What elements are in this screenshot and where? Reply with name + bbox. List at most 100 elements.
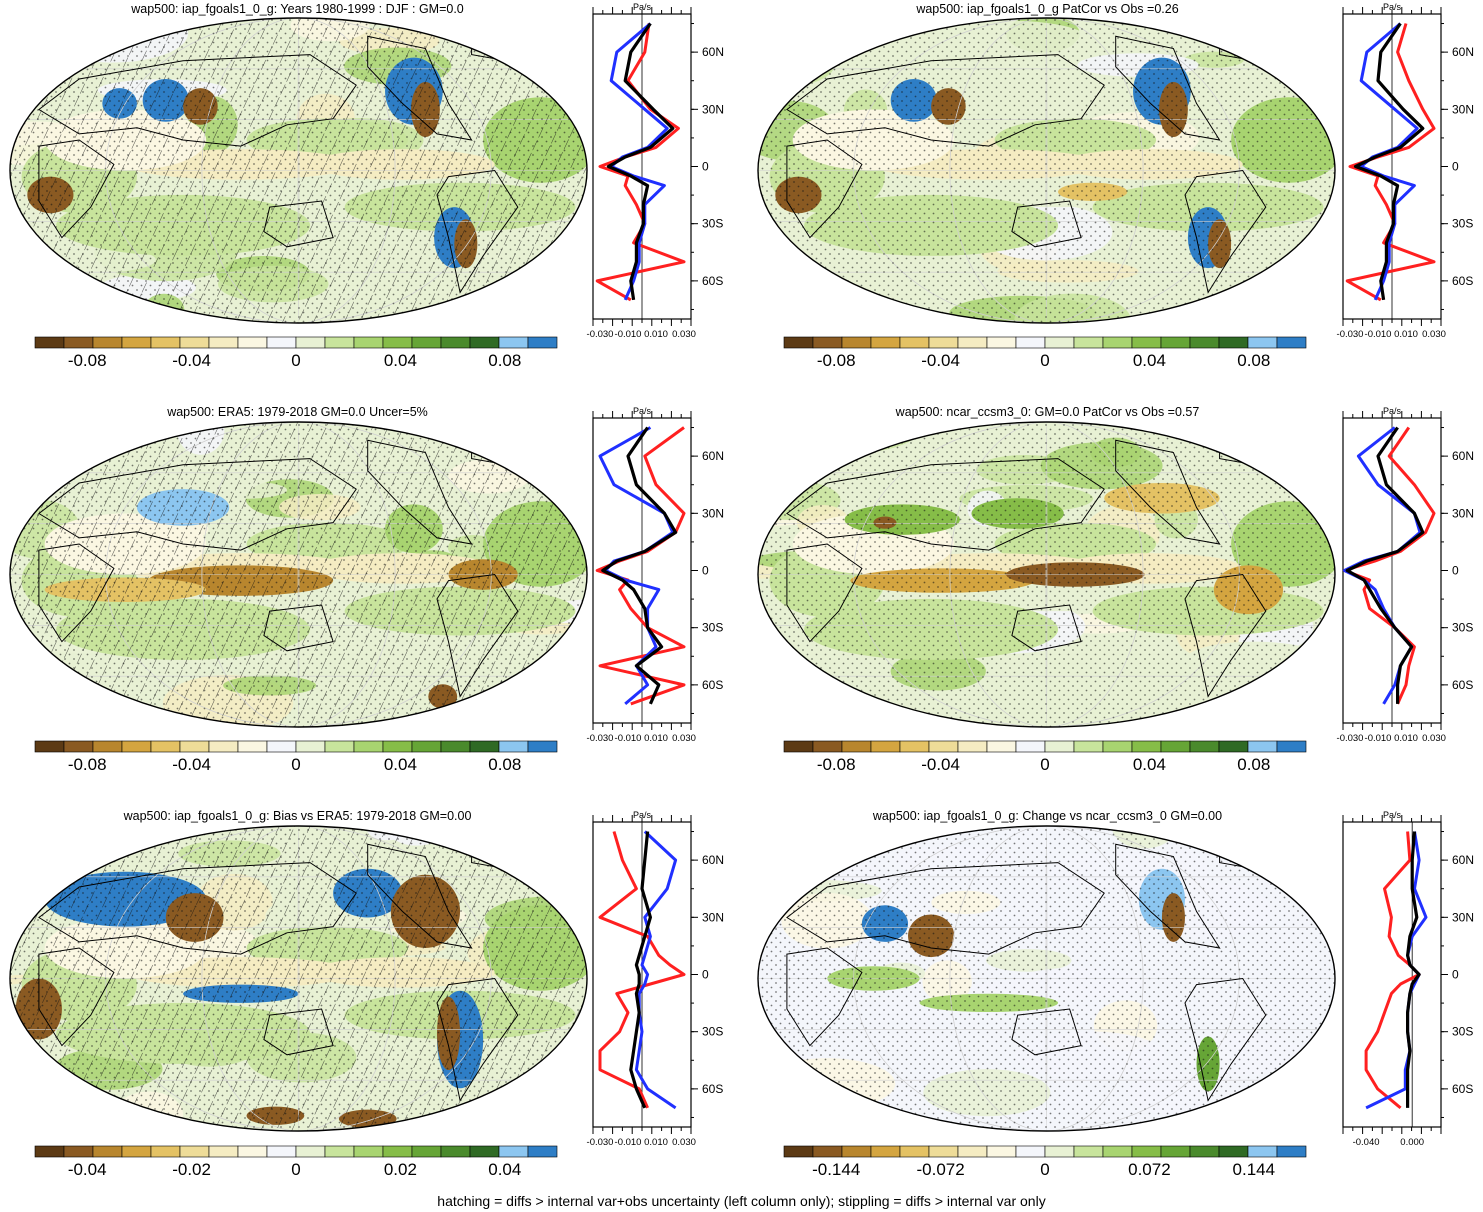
x-tick-label: 0.030 [1422,329,1446,340]
map-border [9,421,588,728]
colorbar-swatch [324,1145,355,1158]
x-tick-label: 0.010 [644,733,668,744]
zonal-profile-1: Pa/s 60N 30N 0 30S 60S -0.030 -0.010 0.010 0.030 [587,2,724,340]
x-tick-label: -0.010 [615,733,642,744]
profile-line-diff [1354,22,1425,301]
colorbar-swatch [1102,336,1133,349]
colorbar-tick-label: -0.08 [816,755,856,774]
colorbar-swatch [1276,336,1307,349]
field-patch [22,826,152,857]
colorbar-swatch [1247,740,1278,753]
lat-tick-label: 30N [702,102,724,116]
lat-tick-label: 0 [702,968,709,982]
colorbar-6 [783,1145,1307,1158]
colorbar-swatch [469,740,500,753]
colorbar-swatch [150,740,181,753]
colorbar-swatch [411,336,442,349]
field-patch [422,1113,554,1131]
units-label: Pa/s [1383,2,1402,12]
colorbar-swatch [1160,1145,1191,1158]
zonal-profile-3: Pa/s 60N 30N 0 30S 60S -0.030 -0.010 0.010 0.030 [587,406,724,744]
map-panel-4 [757,421,1336,728]
colorbar-swatch [841,740,872,753]
colorbar-swatch [957,336,988,349]
units-label: Pa/s [1383,406,1402,416]
x-tick-label: 0.030 [672,1137,696,1148]
map-panel-6 [757,825,1336,1132]
colorbar-swatch [870,1145,901,1158]
profile-line-diff [606,22,675,301]
x-tick-label: -0.010 [615,329,642,340]
x-tick-label: 0.010 [644,1137,668,1148]
lat-tick-label: 30S [702,1025,723,1039]
colorbar-swatch [1015,1145,1046,1158]
colorbar-swatch [986,1145,1017,1158]
x-tick-label: 0.030 [672,733,696,744]
colorbar-tick-label: -0.04 [67,1160,107,1179]
zonal-profile-2: Pa/s 60N 30N 0 30S 60S -0.030 -0.010 0.010 0.030 [1337,2,1474,340]
lat-tick-label: 30S [1452,621,1473,635]
colorbar-tick-label: -0.072 [916,1160,965,1179]
field-patch [830,20,881,38]
colorbar-swatch [150,336,181,349]
colorbar-swatch [34,336,65,349]
colorbar-swatch [92,740,123,753]
x-tick-label: -0.030 [1337,329,1364,340]
colorbar-swatch [1160,336,1191,349]
colorbar-swatch [841,1145,872,1158]
colorbar-swatch [382,740,413,753]
colorbar-swatch [92,336,123,349]
colorbar-swatch [34,740,65,753]
colorbar-tick-label: 0 [291,755,301,774]
profile-line-diff [601,426,678,705]
hatching-overlay [10,826,587,1131]
stippling-overlay [758,18,1335,323]
lat-tick-label: 60N [1452,853,1474,867]
colorbar-swatch [498,336,529,349]
colorbar-5 [34,1145,558,1158]
map-border [9,825,588,1132]
colorbar-tick-label: -0.08 [67,351,107,370]
colorbar-tick-label: 0.08 [1237,755,1271,774]
panel-title: wap500: iap_fgoals1_0_g: Change vs ncar_… [872,809,1223,823]
colorbar-tick-label: 0.04 [1132,351,1166,370]
colorbar-swatch [1044,740,1075,753]
map-panel-5 [9,825,588,1132]
lat-tick-label: 60S [702,678,723,692]
x-tick-label: -0.010 [1365,733,1392,744]
colorbar-tick-label: -0.08 [67,755,107,774]
x-tick-label: 0.010 [1394,733,1418,744]
colorbar-swatch [353,1145,384,1158]
colorbar-swatch [34,1145,65,1158]
colorbar-swatch [812,740,843,753]
colorbar-swatch [324,336,355,349]
x-tick-label: -0.010 [1365,329,1392,340]
colorbar-tick-label: 0.08 [488,351,522,370]
colorbar-swatch [498,740,529,753]
lat-tick-label: 30S [1452,217,1473,231]
colorbar-swatch [783,1145,814,1158]
lat-tick-label: 0 [702,160,709,174]
colorbar-swatch [469,336,500,349]
colorbar-swatch [266,336,297,349]
colorbar-swatch [1276,1145,1307,1158]
colorbar-swatch [1218,1145,1249,1158]
x-tick-label: 0.010 [1394,329,1418,340]
colorbar-swatch [179,740,210,753]
colorbar-tick-label: -0.144 [812,1160,861,1179]
colorbar-tick-label: 0.072 [1128,1160,1171,1179]
colorbar-swatch [440,740,471,753]
colorbar-swatch [1044,1145,1075,1158]
zonal-profile-5: Pa/s 60N 30N 0 30S 60S -0.030 -0.010 0.010 0.030 [587,810,724,1148]
colorbar-swatch [527,336,558,349]
colorbar-swatch [812,1145,843,1158]
colorbar-tick-label: 0.04 [488,1160,522,1179]
field-patch [478,682,565,727]
map-border [9,17,588,324]
lat-tick-label: 0 [702,564,709,578]
colorbar-swatch [1015,336,1046,349]
colorbar-swatch [440,1145,471,1158]
colorbar-tick-label: 0.08 [1237,351,1271,370]
field-patch [777,277,828,297]
profile-line-diff [629,831,652,1109]
